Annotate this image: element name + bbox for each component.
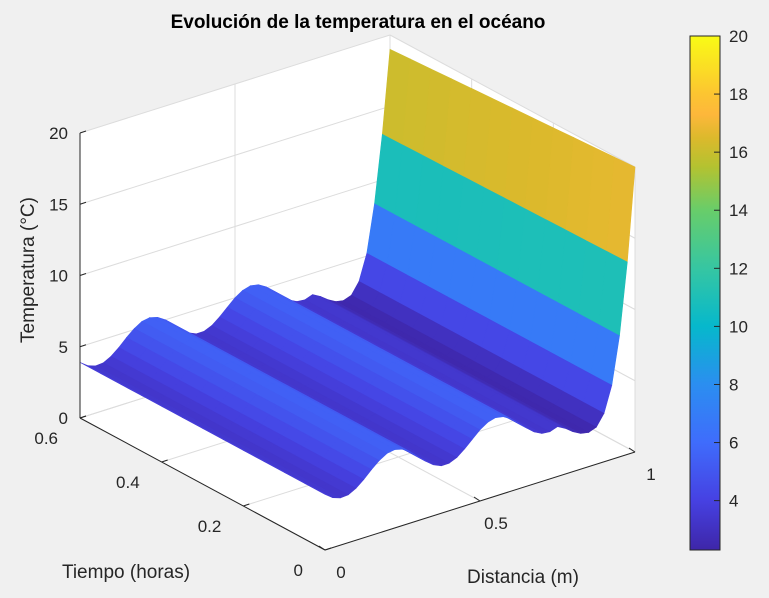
surface-patch [304,483,333,498]
z-tick-label: 20 [49,124,68,143]
z-tick-mark [79,344,87,348]
y-tick-mark [243,503,250,507]
colorbar-tick-label: 4 [729,492,738,511]
temperature-surface [79,48,636,499]
x-tick-mark [628,447,636,453]
x-tick-label: 1 [646,465,655,484]
y-tick-mark [79,415,87,419]
x-tick-mark [473,496,481,502]
x-tick-label: 0 [336,563,345,582]
y-axis-label: Tiempo (horas) [62,562,190,583]
z-tick-label: 10 [49,267,68,286]
z-axis-label: Temperatura (°C) [18,197,39,343]
grid-line-t [243,407,554,507]
colorbar: 4 6 8 10 12 14 16 18 20 [689,27,748,551]
y-tick-mark [324,547,332,551]
grid-line-z [389,34,636,168]
y-tick-label: 0.2 [198,517,222,536]
z-tick-mark [79,201,87,205]
x-tick-label: 0.5 [484,514,508,533]
chart-title: Evolución de la temperatura en el océano [171,12,546,33]
colorbar-tick-label: 10 [729,317,748,336]
colorbar-tick-label: 14 [729,201,748,220]
colorbar-gradient [689,35,721,551]
y-tick-label: 0.6 [34,429,58,448]
x-tick-mark [318,545,326,551]
z-tick-mark [79,273,87,276]
x-axis-label: Distancia (m) [467,567,579,588]
y-tick-label: 0 [294,561,303,580]
colorbar-tick-label: 18 [729,85,748,104]
y-tick-label: 0.4 [116,473,140,492]
colorbar-tick-label: 6 [729,434,738,453]
colorbar-tick-label: 16 [729,143,748,162]
z-tick-label: 0 [59,409,68,428]
z-tick-mark [79,130,87,134]
colorbar-tick-label: 20 [729,27,748,46]
colorbar-tick-label: 12 [729,259,748,278]
y-axis-line [79,417,326,551]
z-tick-label: 5 [59,338,68,357]
z-tick-label: 15 [49,195,68,214]
axis-lines [79,130,636,551]
y-tick-mark [161,459,168,463]
colorbar-tick-label: 8 [729,375,738,394]
